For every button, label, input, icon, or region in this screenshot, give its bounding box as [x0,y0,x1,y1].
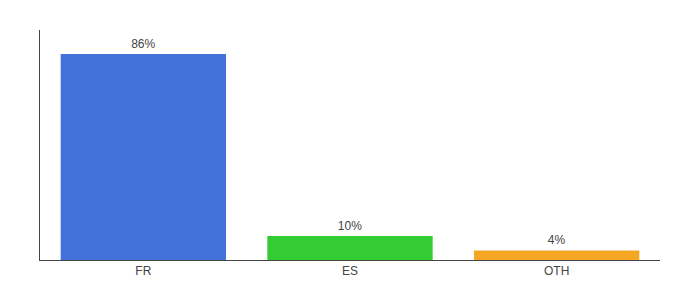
svg-text:86%: 86% [131,37,155,51]
svg-text:OTH: OTH [544,264,569,278]
svg-text:FR: FR [135,264,151,278]
svg-text:ES: ES [342,264,358,278]
svg-text:4%: 4% [548,233,566,247]
svg-text:10%: 10% [338,219,362,233]
